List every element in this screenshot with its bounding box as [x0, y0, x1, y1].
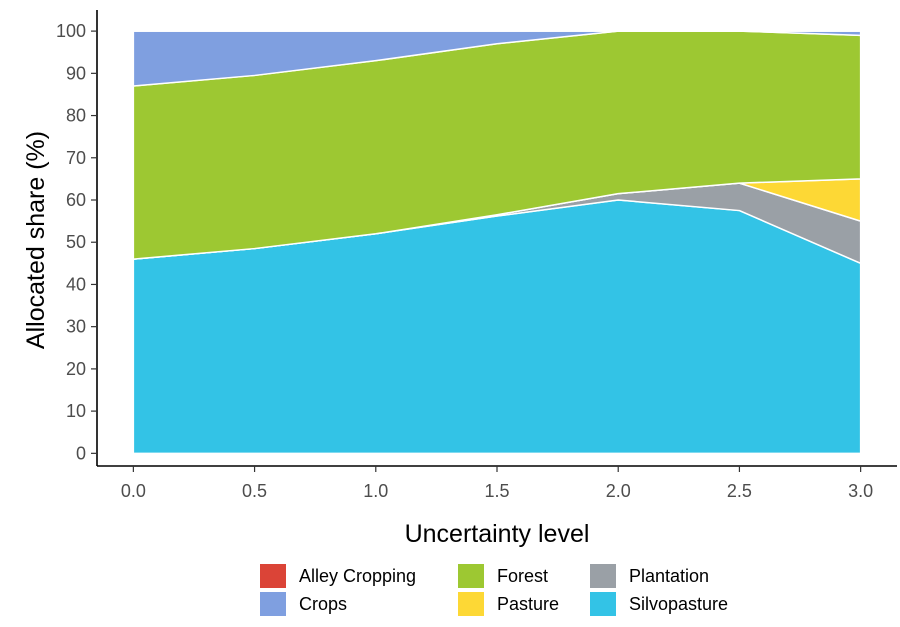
x-axis: 0.0 0.5 1.0 1.5 2.0 2.5 3.0	[97, 465, 897, 501]
legend-key-silvopasture	[590, 592, 616, 616]
area-layers	[132, 30, 862, 455]
legend-label-forest: Forest	[497, 566, 548, 586]
y-tick-label: 60	[66, 190, 86, 210]
legend-label-plantation: Plantation	[629, 566, 709, 586]
x-tick-label: 3.0	[848, 481, 873, 501]
legend: Alley Cropping Crops Forest Pasture Plantati…	[260, 564, 728, 616]
legend-key-plantation	[590, 564, 616, 588]
legend-label-silvopasture: Silvopasture	[629, 594, 728, 614]
y-tick-label: 40	[66, 274, 86, 294]
legend-label-pasture: Pasture	[497, 594, 559, 614]
x-tick-label: 2.5	[727, 481, 752, 501]
y-tick-label: 70	[66, 148, 86, 168]
x-axis-title: Uncertainty level	[405, 520, 590, 548]
y-tick-label: 50	[66, 232, 86, 252]
x-tick-label: 0.0	[121, 481, 146, 501]
legend-label-alley-cropping: Alley Cropping	[299, 566, 416, 586]
legend-key-alley-cropping	[260, 564, 286, 588]
y-tick-label: 90	[66, 63, 86, 83]
legend-key-forest	[458, 564, 484, 588]
x-tick-label: 2.0	[606, 481, 631, 501]
legend-label-crops: Crops	[299, 594, 347, 614]
legend-key-crops	[260, 592, 286, 616]
y-tick-label: 20	[66, 359, 86, 379]
y-tick-label: 80	[66, 106, 86, 126]
legend-key-pasture	[458, 592, 484, 616]
y-tick-label: 0	[76, 443, 86, 463]
y-axis-title: Allocated share (%)	[22, 131, 50, 349]
x-tick-label: 0.5	[242, 481, 267, 501]
x-tick-label: 1.5	[484, 481, 509, 501]
y-tick-label: 100	[56, 21, 86, 41]
y-tick-label: 30	[66, 317, 86, 337]
y-axis: 0 10 20 30 40 50 60 70 80 90 100	[56, 10, 98, 466]
x-tick-label: 1.0	[363, 481, 388, 501]
y-tick-label: 10	[66, 401, 86, 421]
